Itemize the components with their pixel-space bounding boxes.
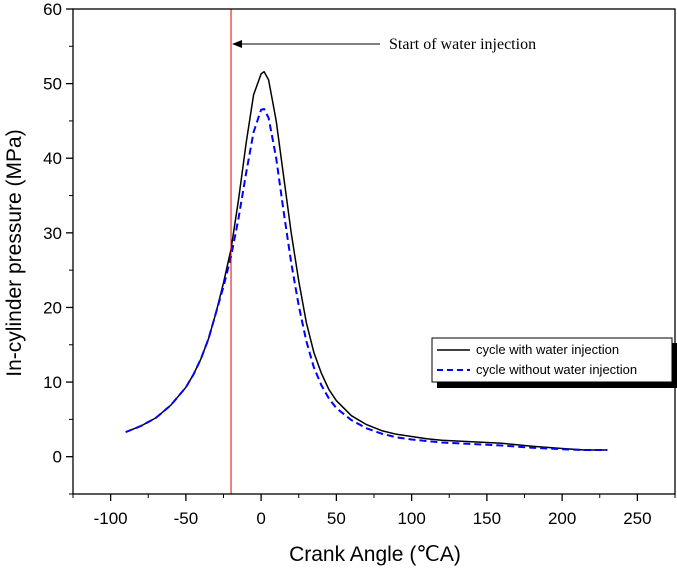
y-tick-label: 50	[43, 75, 62, 94]
x-tick-label: 50	[327, 509, 346, 528]
x-tick-label: 200	[548, 509, 576, 528]
y-tick-label: 20	[43, 298, 62, 317]
x-axis-title: Crank Angle (℃A)	[289, 543, 461, 566]
legend: cycle with water injection cycle without…	[431, 337, 677, 388]
x-tick-label: 150	[473, 509, 501, 528]
x-tick-label: 100	[397, 509, 425, 528]
y-tick-label: 60	[43, 0, 62, 19]
x-tick-label: -50	[174, 509, 199, 528]
y-tick-label: 0	[53, 448, 62, 467]
legend-label-with-injection: cycle with water injection	[476, 342, 619, 357]
x-tick-label: 250	[623, 509, 651, 528]
x-axis-ticks: -100 -50 0 50 100 150 200 250	[72, 494, 676, 528]
annotation-label: Start of water injection	[389, 36, 536, 53]
x-tick-label: -100	[94, 509, 128, 528]
annotation-arrowhead	[232, 40, 243, 48]
y-axis-title: In-cylinder pressure (MPa)	[3, 129, 26, 376]
y-tick-label: 30	[43, 224, 62, 243]
y-tick-label: 40	[43, 149, 62, 168]
series-line-0	[125, 70, 608, 451]
x-tick-label: 0	[256, 509, 265, 528]
legend-label-without-injection: cycle without water injection	[476, 362, 637, 377]
plot-lines	[125, 70, 608, 451]
plot-frame	[72, 8, 676, 495]
y-tick-label: 10	[43, 373, 62, 392]
series-line-1	[125, 108, 608, 451]
y-axis-ticks: 0 10 20 30 40 50 60	[43, 0, 73, 495]
